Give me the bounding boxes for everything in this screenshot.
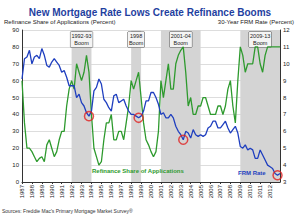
svg-text:2001: 2001 bbox=[158, 184, 164, 198]
svg-text:1992-93: 1992-93 bbox=[71, 33, 91, 39]
svg-text:1988: 1988 bbox=[29, 184, 35, 198]
svg-text:Boom: Boom bbox=[253, 40, 268, 46]
svg-text:7: 7 bbox=[283, 111, 287, 117]
svg-text:2008: 2008 bbox=[227, 184, 233, 198]
svg-text:1993: 1993 bbox=[79, 184, 85, 198]
svg-text:Refinance Share of Application: Refinance Share of Applications (Percent… bbox=[4, 19, 115, 25]
svg-text:50: 50 bbox=[12, 95, 19, 101]
svg-text:60: 60 bbox=[12, 78, 19, 84]
svg-text:Boom: Boom bbox=[129, 40, 144, 46]
svg-text:0: 0 bbox=[16, 179, 20, 185]
svg-text:2009: 2009 bbox=[237, 184, 243, 198]
svg-text:40: 40 bbox=[12, 111, 19, 117]
svg-text:1996: 1996 bbox=[108, 184, 114, 198]
svg-text:1997: 1997 bbox=[118, 184, 124, 198]
svg-text:4: 4 bbox=[283, 162, 287, 168]
svg-text:Boom: Boom bbox=[74, 40, 89, 46]
svg-text:1992: 1992 bbox=[69, 184, 75, 198]
svg-text:1998: 1998 bbox=[130, 33, 142, 39]
svg-text:Sources: Freddie Mac's Primary: Sources: Freddie Mac's Primary Mortgage … bbox=[2, 208, 133, 214]
svg-text:6: 6 bbox=[283, 128, 287, 134]
svg-text:30: 30 bbox=[12, 128, 19, 134]
svg-text:2010: 2010 bbox=[247, 184, 253, 198]
svg-text:1991: 1991 bbox=[59, 184, 65, 198]
svg-text:90: 90 bbox=[12, 27, 19, 33]
svg-text:2009-13: 2009-13 bbox=[250, 33, 270, 39]
svg-text:2004: 2004 bbox=[188, 184, 194, 198]
svg-text:New Mortgage Rate Lows Create: New Mortgage Rate Lows Create Refinance … bbox=[29, 7, 272, 18]
svg-text:FRM Rate: FRM Rate bbox=[238, 170, 266, 176]
svg-text:80: 80 bbox=[12, 44, 19, 50]
svg-text:11: 11 bbox=[283, 44, 290, 50]
svg-text:1994: 1994 bbox=[88, 184, 94, 198]
svg-text:2005: 2005 bbox=[198, 184, 204, 198]
svg-text:Boom: Boom bbox=[174, 40, 189, 46]
svg-text:8: 8 bbox=[283, 95, 287, 101]
svg-text:Refinance Share of Application: Refinance Share of Applications bbox=[92, 168, 184, 174]
svg-text:2000: 2000 bbox=[148, 184, 154, 198]
svg-text:2003: 2003 bbox=[178, 184, 184, 198]
svg-text:2012: 2012 bbox=[267, 184, 273, 198]
svg-text:10: 10 bbox=[283, 61, 290, 67]
svg-text:1995: 1995 bbox=[98, 184, 104, 198]
svg-text:2011: 2011 bbox=[257, 184, 263, 198]
svg-text:10: 10 bbox=[12, 162, 19, 168]
svg-text:30-Year FRM Rate (Percent): 30-Year FRM Rate (Percent) bbox=[218, 19, 294, 25]
svg-text:12: 12 bbox=[283, 27, 290, 33]
svg-text:1989: 1989 bbox=[39, 184, 45, 198]
svg-text:3: 3 bbox=[283, 179, 287, 185]
svg-text:2002: 2002 bbox=[168, 184, 174, 198]
svg-text:2001-04: 2001-04 bbox=[171, 33, 191, 39]
svg-text:2007: 2007 bbox=[217, 184, 223, 198]
svg-text:1990: 1990 bbox=[49, 184, 55, 198]
svg-text:1999: 1999 bbox=[138, 184, 144, 198]
svg-text:9: 9 bbox=[283, 78, 287, 84]
svg-text:20: 20 bbox=[12, 145, 19, 151]
svg-text:5: 5 bbox=[283, 145, 287, 151]
svg-text:1987: 1987 bbox=[19, 184, 25, 198]
svg-text:70: 70 bbox=[12, 61, 19, 67]
svg-text:1998: 1998 bbox=[128, 184, 134, 198]
svg-text:2006: 2006 bbox=[208, 184, 214, 198]
